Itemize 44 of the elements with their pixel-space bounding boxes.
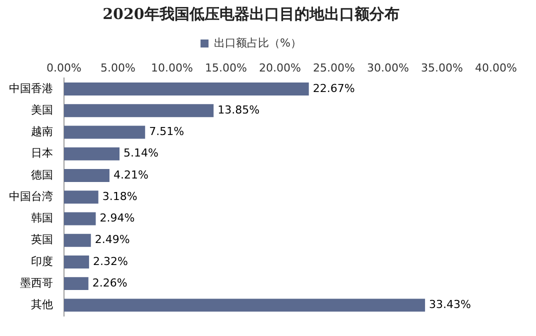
data-label: 2.49% (94, 233, 130, 246)
bar (64, 212, 96, 226)
x-tick-label: 5.00% (100, 61, 136, 74)
data-label: 4.21% (113, 168, 148, 182)
y-tick-label: 墨西哥 (20, 276, 53, 290)
bar (64, 234, 91, 247)
data-label: 2.26% (92, 276, 128, 290)
x-tick-label: 35.00% (421, 61, 463, 74)
y-tick-label: 中国香港 (9, 82, 53, 95)
data-label: 2.94% (100, 212, 135, 225)
bar (64, 255, 90, 268)
y-tick-label: 越南 (31, 125, 53, 138)
bar (64, 126, 146, 139)
x-tick-label: 0.00% (46, 61, 82, 74)
chart-title: 2020年我国低压电器出口目的地出口额分布 (102, 4, 400, 23)
bar (64, 298, 426, 312)
bar (64, 277, 88, 290)
data-label: 33.43% (429, 298, 471, 312)
x-tick-label: 40.00% (475, 61, 517, 74)
y-tick-label: 其他 (31, 298, 53, 312)
y-tick-label: 中国台湾 (9, 190, 53, 203)
data-label: 13.85% (218, 103, 260, 116)
bar (64, 168, 110, 182)
x-tick-label: 15.00% (205, 61, 247, 74)
y-tick-label: 英国 (31, 233, 53, 246)
data-label: 7.51% (149, 125, 184, 138)
bar (64, 147, 120, 160)
bar (64, 190, 98, 204)
data-label: 5.14% (124, 146, 158, 160)
legend-label: 出口额占比（%） (214, 36, 302, 50)
y-tick-label: 日本 (31, 146, 53, 160)
x-tick-label: 25.00% (313, 61, 355, 74)
data-label: 22.67% (312, 82, 355, 95)
y-tick-label: 印度 (31, 254, 53, 268)
bar (64, 82, 309, 96)
data-label: 2.32% (93, 254, 128, 268)
data-label: 3.18% (102, 190, 138, 203)
bar (64, 104, 214, 118)
x-tick-label: 10.00% (151, 61, 193, 74)
x-tick-label: 30.00% (367, 61, 409, 74)
y-tick-label: 美国 (31, 103, 53, 116)
x-tick-label: 20.00% (259, 61, 301, 74)
y-tick-label: 德国 (31, 168, 53, 182)
y-tick-label: 韩国 (31, 212, 53, 225)
